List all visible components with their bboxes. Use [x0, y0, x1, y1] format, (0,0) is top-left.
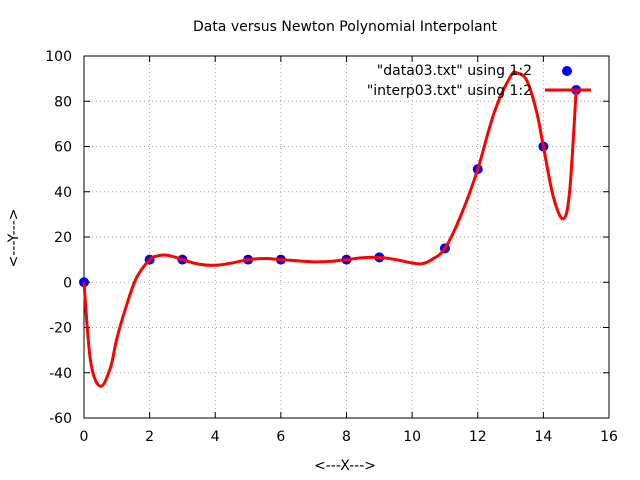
grid [84, 56, 609, 418]
y-tick-label: -20 [49, 321, 72, 337]
y-tick-label: 40 [54, 185, 72, 201]
legend-label-data: "data03.txt" using 1:2 [377, 63, 532, 79]
x-tick-label: 10 [403, 429, 421, 445]
legend: "data03.txt" using 1:2 "interp03.txt" usi… [367, 63, 591, 99]
y-axis-label: <---Y---> [6, 208, 22, 267]
x-tick-label: 8 [342, 429, 351, 445]
x-tick-label: 6 [276, 429, 285, 445]
x-tick-label: 2 [145, 429, 154, 445]
x-axis: 0 2 4 6 8 10 12 14 16 [80, 56, 618, 445]
x-tick-label: 12 [469, 429, 487, 445]
y-tick-label: 60 [54, 140, 72, 156]
x-tick-label: 16 [600, 429, 618, 445]
series-layer [79, 70, 582, 388]
y-tick-label: -60 [49, 411, 72, 427]
legend-marker-data [562, 66, 572, 76]
chart-title: Data versus Newton Polynomial Interpolan… [193, 19, 498, 35]
legend-label-interp: "interp03.txt" using 1:2 [367, 83, 532, 99]
y-tick-label: -40 [49, 366, 72, 382]
y-tick-label: 0 [63, 275, 72, 291]
y-axis: -60 -40 -20 0 20 40 60 80 100 [45, 49, 609, 427]
x-tick-label: 4 [211, 429, 220, 445]
y-tick-label: 100 [45, 49, 72, 65]
interpolant-line [82, 70, 578, 388]
x-tick-label: 14 [534, 429, 552, 445]
y-tick-label: 20 [54, 230, 72, 246]
x-tick-label: 0 [80, 429, 89, 445]
x-axis-label: <---X---> [314, 458, 376, 474]
data-point [79, 277, 89, 288]
y-tick-label: 80 [54, 94, 72, 110]
